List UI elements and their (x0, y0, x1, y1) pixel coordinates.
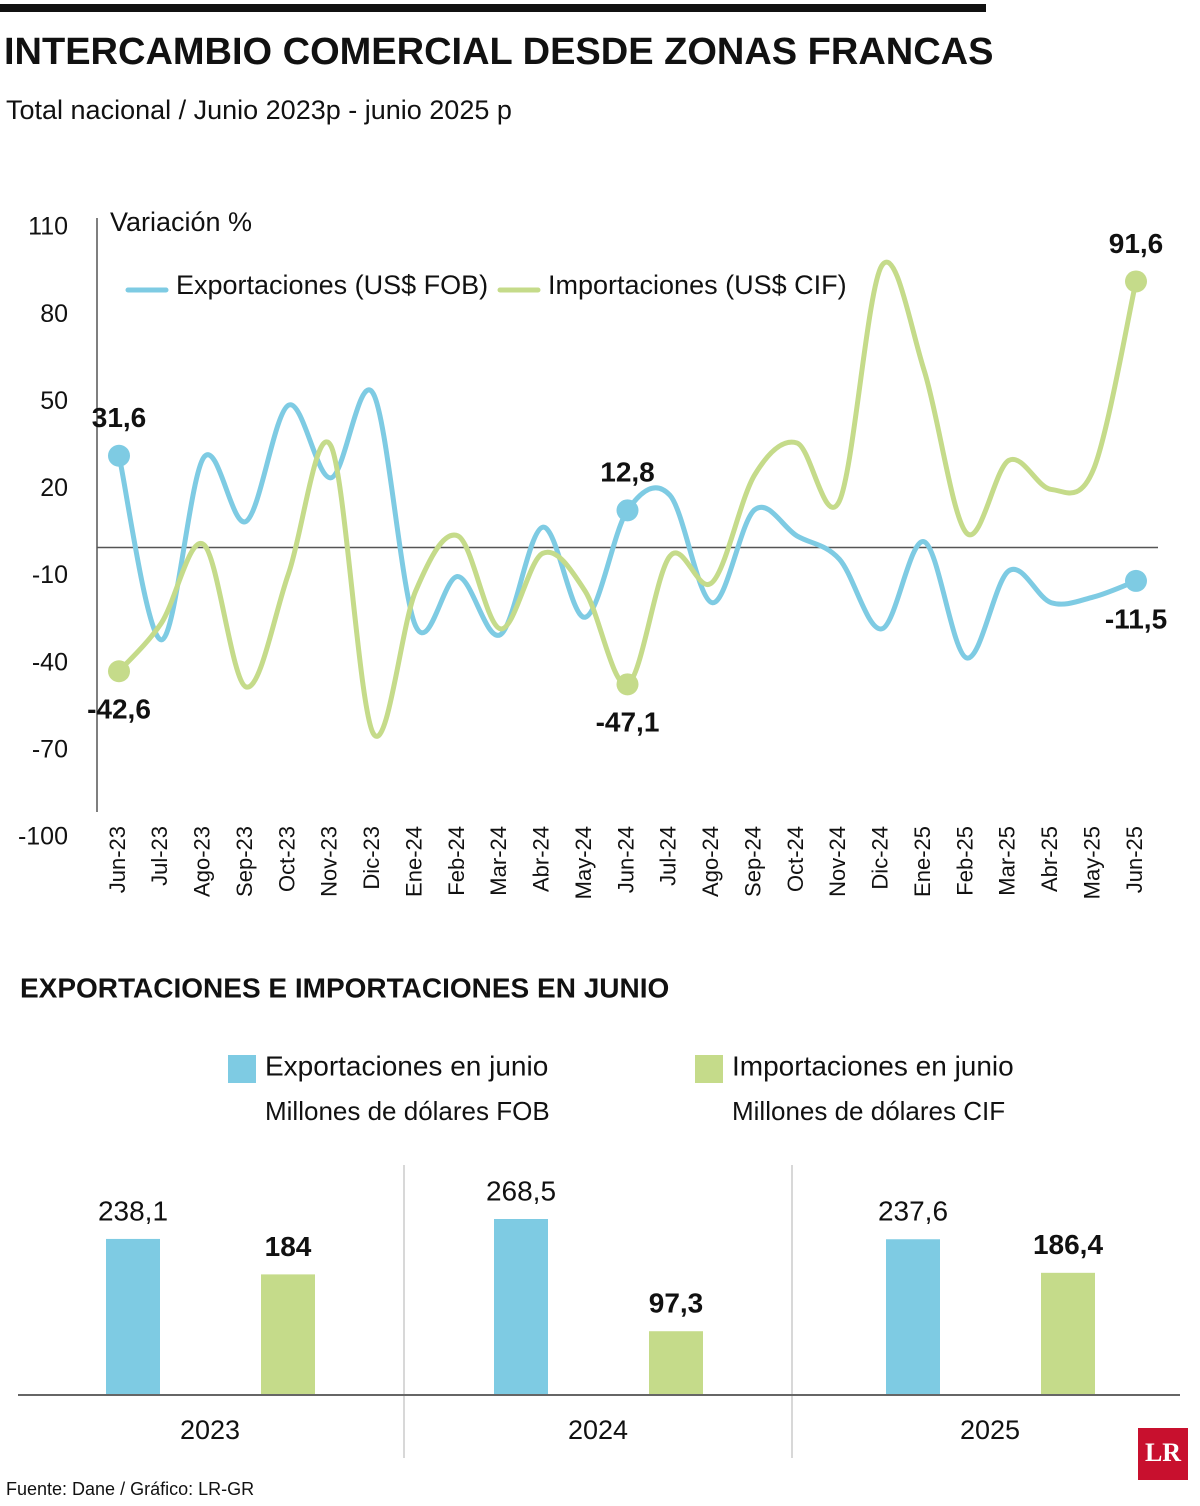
legend-unit: Millones de dólares FOB (265, 1096, 550, 1126)
x-tick-label: Ene-25 (910, 826, 935, 897)
bar (886, 1239, 940, 1395)
y-tick-label: -100 (18, 823, 68, 851)
x-tick-label: Jun-25 (1122, 826, 1147, 893)
x-tick-label: Dic-23 (359, 826, 384, 890)
subtitle: Total nacional / Junio 2023p - junio 202… (6, 95, 512, 125)
bar (261, 1274, 315, 1395)
source: Fuente: Dane / Gráfico: LR-GR (6, 1479, 254, 1499)
y-tick-label: -40 (32, 648, 68, 676)
x-tick-label: Sep-23 (232, 826, 257, 897)
y-tick-label: 80 (40, 300, 68, 328)
series-line (116, 387, 1137, 661)
data-label: -47,1 (596, 707, 660, 738)
x-tick-label: 2025 (960, 1415, 1020, 1445)
x-tick-label: Feb-24 (444, 826, 469, 896)
legend-swatch (695, 1055, 723, 1083)
x-tick-label: Dic-24 (868, 826, 893, 890)
bar (494, 1219, 548, 1395)
x-tick-label: Ago-24 (698, 826, 723, 897)
x-tick-label: Feb-25 (952, 826, 977, 896)
bar (649, 1331, 703, 1395)
top-bar (0, 4, 986, 12)
y-tick-label: 50 (40, 387, 68, 415)
point-marker (1125, 569, 1147, 592)
x-tick-label: Sep-24 (740, 826, 765, 897)
bar (106, 1238, 160, 1395)
bar-chart-title: EXPORTACIONES E IMPORTACIONES EN JUNIO (20, 972, 669, 1003)
x-tick-label: Oct-24 (783, 826, 808, 892)
y-axis-label: Variación % (110, 207, 252, 237)
y-tick-label: -10 (32, 561, 68, 589)
x-tick-label: Ago-23 (190, 826, 215, 897)
data-label: -42,6 (87, 694, 151, 725)
legend-label: Exportaciones en junio (265, 1050, 548, 1081)
y-tick-label: -70 (32, 735, 68, 763)
legend-swatch (228, 1055, 256, 1083)
data-label: 184 (265, 1231, 312, 1262)
data-label: 12,8 (600, 457, 655, 488)
data-label: 91,6 (1109, 228, 1164, 259)
title: INTERCAMBIO COMERCIAL DESDE ZONAS FRANCA… (4, 31, 993, 73)
data-label: 97,3 (649, 1288, 704, 1319)
data-label: 237,6 (878, 1196, 948, 1227)
point-marker (616, 499, 639, 522)
x-tick-label: Ene-24 (401, 826, 426, 897)
x-tick-label: Mar-24 (486, 826, 511, 896)
logo-box (1138, 1428, 1188, 1480)
x-tick-label: Jul-23 (147, 826, 172, 886)
x-tick-label: May-25 (1079, 826, 1104, 899)
data-label: 238,1 (98, 1195, 168, 1226)
legend-unit: Millones de dólares CIF (732, 1096, 1005, 1126)
series-line (117, 260, 1139, 739)
y-tick-label: 20 (40, 474, 68, 502)
x-tick-label: Nov-23 (317, 826, 342, 897)
logo: LR (1145, 1438, 1181, 1467)
x-tick-label: Jul-24 (656, 826, 681, 886)
data-label: -11,5 (1105, 603, 1167, 634)
x-tick-label: 2024 (568, 1415, 628, 1445)
legend-label: Importaciones (US$ CIF) (548, 270, 847, 300)
x-tick-label: Abr-25 (1037, 826, 1062, 892)
x-tick-label: May-24 (571, 826, 596, 899)
x-tick-label: Oct-23 (274, 826, 299, 892)
data-label: 268,5 (486, 1175, 556, 1206)
x-tick-label: Mar-25 (995, 826, 1020, 896)
point-marker (1125, 270, 1147, 293)
x-tick-label: Jun-24 (613, 826, 638, 893)
legend-label: Importaciones en junio (732, 1050, 1014, 1081)
point-marker (616, 673, 639, 696)
x-tick-label: Jun-23 (105, 826, 130, 893)
data-label: 186,4 (1033, 1229, 1103, 1260)
bar (1041, 1272, 1095, 1395)
x-tick-label: Nov-24 (825, 826, 850, 897)
x-tick-label: 2023 (180, 1415, 240, 1445)
x-tick-label: Abr-24 (529, 826, 554, 892)
data-label: 31,6 (92, 402, 147, 433)
legend-label: Exportaciones (US$ FOB) (176, 270, 488, 300)
point-marker (108, 660, 130, 683)
y-tick-label: 110 (28, 213, 68, 241)
point-marker (108, 444, 130, 467)
